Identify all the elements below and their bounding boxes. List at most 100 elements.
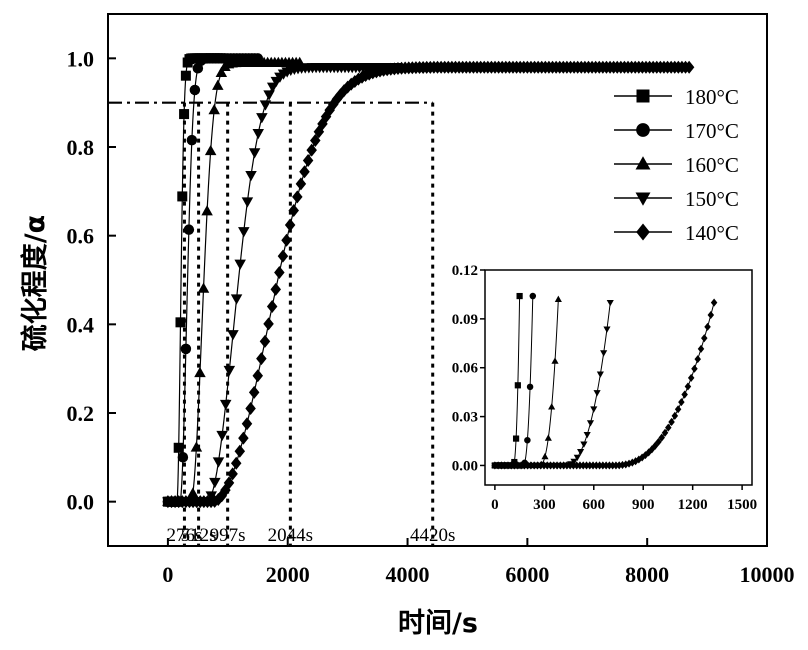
legend-marker — [636, 223, 650, 241]
inset-x-tick-label: 0 — [491, 497, 499, 513]
data-point — [187, 487, 199, 498]
inset-y-tick-label: 0.06 — [452, 361, 479, 377]
inset-data-point — [576, 461, 584, 470]
inset-data-point — [514, 461, 522, 470]
inset-data-point — [507, 461, 515, 470]
data-point — [259, 334, 271, 348]
data-point — [201, 205, 213, 216]
inset-data-point — [566, 461, 574, 470]
inset-data-point — [603, 326, 611, 333]
inset-data-point — [602, 461, 610, 470]
inset-data-point — [586, 420, 595, 427]
inset-data-point — [600, 350, 608, 357]
inset-data-point — [529, 292, 537, 300]
data-point — [256, 352, 267, 366]
inset-y-tick-label: 0.00 — [452, 458, 478, 474]
legend-marker — [635, 156, 651, 170]
inset-data-point — [704, 322, 711, 331]
legend-marker — [635, 192, 651, 206]
inset-data-point — [557, 461, 564, 470]
x-tick-label: 8000 — [625, 562, 669, 587]
inset-data-point — [563, 461, 571, 470]
data-point — [194, 366, 206, 378]
inset-data-point — [537, 461, 544, 470]
inset-data-point — [701, 334, 708, 343]
data-point — [245, 401, 256, 415]
inset-data-point — [521, 461, 528, 470]
data-point — [230, 456, 242, 470]
inset-data-point — [707, 310, 715, 320]
legend-item-170-C: 170°C — [614, 119, 739, 143]
data-point — [263, 317, 274, 331]
inset-y-tick-label: 0.09 — [452, 312, 478, 328]
data-point — [179, 109, 190, 120]
y-tick-label: 0.0 — [67, 490, 95, 515]
inset-data-point — [504, 461, 512, 470]
inset-data-point — [540, 461, 548, 470]
legend-label: 170°C — [685, 119, 739, 143]
data-point — [180, 343, 192, 355]
y-tick-label: 0.4 — [67, 312, 95, 337]
legend-label: 160°C — [685, 153, 739, 177]
inset-data-point — [541, 452, 549, 460]
data-point — [175, 317, 186, 328]
inset-data-point — [547, 461, 554, 470]
inset-data-point — [655, 437, 662, 446]
inset-data-point — [593, 390, 601, 397]
inset-x-tick-label: 300 — [533, 497, 556, 513]
y-axis-title: 硫化程度/α — [19, 215, 51, 351]
legend-item-140-C: 140°C — [614, 221, 739, 245]
inset-series-140-C — [491, 298, 718, 470]
inset-data-point — [710, 298, 718, 307]
inset-data-point — [512, 435, 520, 442]
inset-data-point — [530, 461, 538, 470]
data-point — [189, 84, 201, 96]
x-tick-label: 0 — [162, 562, 173, 587]
inset-data-point — [622, 460, 630, 469]
inset-data-point — [570, 458, 578, 466]
inset-data-point — [694, 355, 701, 364]
data-point — [186, 134, 198, 146]
data-point — [238, 227, 250, 238]
legend-marker — [636, 123, 650, 137]
data-point — [295, 177, 307, 191]
inset-plot: 0 300 600 900 1200 1500 0.00 0.03 0.06 0.09 0.12 — [452, 263, 757, 513]
legend-marker — [636, 89, 650, 103]
inset-data-point — [606, 461, 613, 470]
inset-x-tick-label: 600 — [583, 497, 606, 513]
inset-x-tick-label: 1200 — [678, 497, 708, 513]
data-point — [177, 191, 188, 202]
inset-data-point — [687, 373, 695, 382]
legend-label: 140°C — [685, 221, 739, 245]
data-point — [177, 451, 189, 463]
inset-data-point — [544, 434, 552, 441]
data-point — [266, 300, 278, 314]
inset-data-point — [606, 299, 614, 307]
data-point — [683, 60, 695, 74]
inset-data-point — [524, 461, 531, 470]
inset-data-point — [527, 461, 535, 470]
inset-data-point — [543, 461, 551, 470]
data-point — [190, 441, 203, 452]
data-point — [212, 79, 224, 90]
data-point — [252, 128, 264, 140]
inset-y-tick-label: 0.12 — [452, 263, 478, 279]
data-point — [256, 113, 268, 124]
inset-data-point — [642, 451, 649, 460]
data-point — [274, 266, 285, 280]
data-point — [208, 103, 220, 115]
y-tick-label: 0.8 — [67, 135, 95, 160]
data-point — [215, 66, 228, 77]
inset-data-point — [665, 423, 672, 432]
inset-data-point — [583, 461, 590, 470]
inset-data-point — [629, 458, 636, 467]
data-point — [216, 430, 228, 442]
data-point — [241, 417, 253, 431]
data-point — [299, 165, 310, 179]
inset-data-point — [534, 461, 541, 470]
data-point — [183, 224, 195, 235]
series-180-C — [162, 53, 227, 507]
data-point — [209, 477, 221, 489]
data-point — [238, 431, 249, 445]
legend-item-160-C: 160°C — [614, 153, 739, 177]
